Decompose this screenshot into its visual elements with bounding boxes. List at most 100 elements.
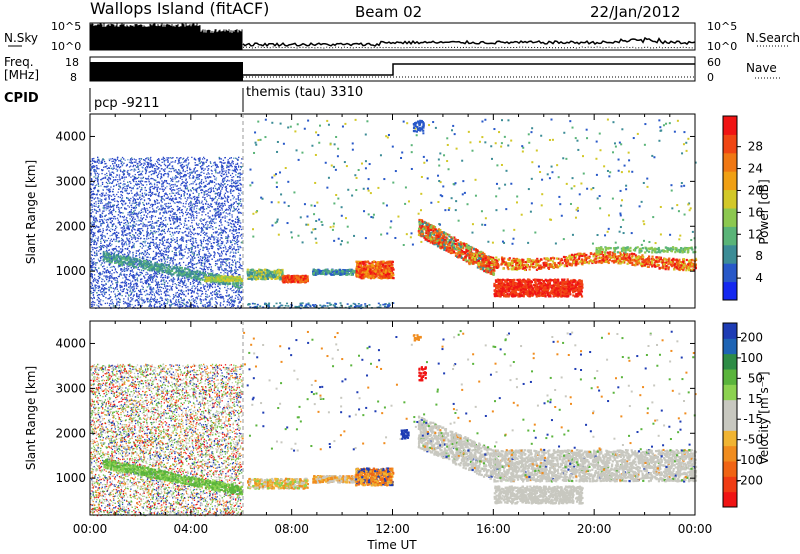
data-cell (97, 271, 98, 272)
data-cell (187, 286, 188, 287)
data-cell (183, 255, 184, 256)
data-cell (223, 273, 224, 274)
data-cell (179, 222, 180, 223)
data-cell (172, 165, 173, 166)
data-cell (209, 248, 210, 249)
data-cell (167, 282, 168, 283)
data-cell (223, 304, 224, 305)
data-cell (238, 197, 239, 198)
data-cell (95, 206, 96, 207)
data-cell (170, 168, 171, 169)
data-cell (191, 232, 192, 233)
data-cell (134, 162, 135, 163)
data-cell (237, 237, 238, 238)
data-cell (146, 298, 147, 299)
data-cell (109, 273, 110, 274)
data-cell (189, 176, 190, 177)
data-cell (191, 288, 192, 289)
data-cell (155, 280, 156, 281)
data-cell (213, 162, 214, 163)
data-cell (174, 195, 175, 196)
data-cell (204, 304, 205, 305)
data-cell (230, 253, 231, 254)
data-cell (166, 198, 167, 199)
data-cell (161, 305, 162, 306)
data-cell (111, 266, 112, 267)
data-cell (208, 192, 209, 193)
data-cell (169, 168, 170, 169)
data-cell (115, 280, 116, 281)
data-cell (110, 186, 111, 187)
data-cell (105, 203, 106, 204)
data-cell (176, 214, 177, 215)
data-cell (221, 158, 222, 159)
data-cell (229, 302, 230, 303)
data-cell (216, 292, 217, 293)
data-cell (138, 298, 139, 299)
data-cell (210, 161, 211, 162)
data-cell (195, 201, 196, 202)
data-cell (129, 214, 130, 215)
data-cell (238, 274, 239, 275)
data-cell (192, 253, 193, 254)
data-cell (175, 160, 176, 161)
data-cell (130, 183, 131, 184)
data-cell (172, 260, 173, 261)
data-cell (90, 174, 91, 175)
data-cell (129, 206, 130, 207)
data-cell (204, 227, 205, 228)
data-cell (176, 189, 177, 190)
data-cell (132, 255, 133, 256)
data-cell (136, 213, 137, 214)
data-cell (142, 202, 143, 203)
data-cell (223, 185, 224, 186)
data-cell (173, 193, 174, 194)
data-cell (95, 185, 96, 186)
data-cell (206, 194, 207, 195)
data-cell (223, 168, 224, 169)
data-cell (125, 230, 126, 231)
data-cell (175, 292, 176, 293)
data-cell (95, 169, 96, 170)
data-cell (110, 219, 111, 220)
data-cell (211, 243, 212, 244)
nave-tick-high: 60 (707, 56, 721, 69)
data-cell (102, 192, 103, 193)
data-cell (179, 170, 180, 171)
data-cell (156, 231, 157, 232)
data-cell (121, 191, 122, 192)
data-cell (96, 247, 97, 248)
data-cell (190, 236, 191, 237)
data-cell (94, 280, 95, 281)
data-cell (143, 222, 144, 223)
data-cell (232, 211, 233, 212)
data-cell (160, 173, 161, 174)
data-cell (123, 240, 124, 241)
data-cell (161, 177, 162, 178)
data-cell (208, 289, 209, 290)
data-cell (202, 201, 203, 202)
data-cell (214, 210, 215, 211)
data-cell (150, 171, 151, 172)
data-cell (117, 179, 118, 180)
data-cell (94, 228, 95, 229)
data-cell (238, 303, 239, 304)
data-cell (204, 199, 205, 200)
data-cell (158, 174, 159, 175)
data-cell (193, 217, 194, 218)
data-cell (116, 302, 117, 303)
data-cell (217, 194, 218, 195)
data-cell (118, 237, 119, 238)
data-cell (215, 171, 216, 172)
data-cell (149, 200, 150, 201)
data-cell (96, 304, 97, 305)
data-cell (139, 186, 140, 187)
data-cell (133, 166, 134, 167)
data-cell (202, 258, 203, 259)
data-cell (106, 189, 107, 190)
data-cell (215, 263, 216, 264)
data-cell (101, 284, 102, 285)
data-cell (112, 199, 113, 200)
data-cell (156, 252, 157, 253)
data-cell (108, 287, 109, 288)
